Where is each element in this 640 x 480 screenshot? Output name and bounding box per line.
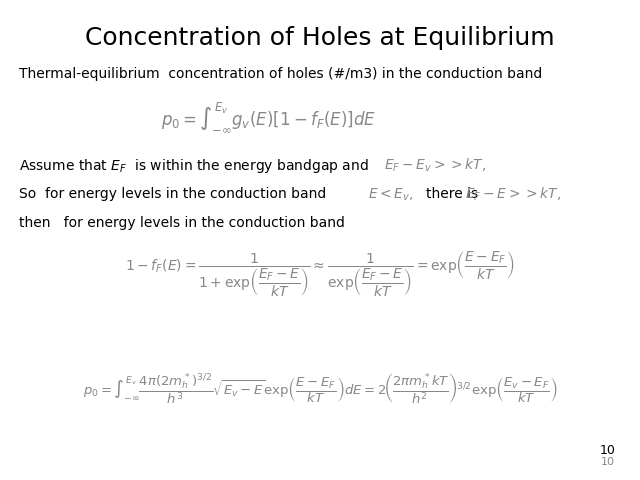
Text: $p_0 = \int_{-\infty}^{E_v} g_v(E)\left[1 - f_F(E)\right]dE$: $p_0 = \int_{-\infty}^{E_v} g_v(E)\left[… — [161, 101, 376, 134]
Text: $p_0 = \int_{-\infty}^{E_v} \dfrac{4\pi(2m_h^*)^{3/2}}{h^3}\sqrt{E_v - E}\exp\!\: $p_0 = \int_{-\infty}^{E_v} \dfrac{4\pi(… — [83, 371, 557, 407]
Text: there is: there is — [426, 187, 477, 202]
Text: $E_F - E_v >> kT,$: $E_F - E_v >> kT,$ — [384, 157, 486, 174]
Text: 10: 10 — [600, 444, 616, 457]
Text: Assume that $E_F$  is within the energy bandgap and: Assume that $E_F$ is within the energy b… — [19, 156, 369, 175]
Text: 10: 10 — [601, 457, 615, 467]
Text: then   for energy levels in the conduction band: then for energy levels in the conduction… — [19, 216, 345, 230]
Text: $E_F - E >> kT,$: $E_F - E >> kT,$ — [465, 186, 561, 203]
Text: Thermal-equilibrium  concentration of holes (#/m3) in the conduction band: Thermal-equilibrium concentration of hol… — [19, 67, 543, 82]
Text: So  for energy levels in the conduction band: So for energy levels in the conduction b… — [19, 187, 326, 202]
Text: $1 - f_F(E) = \dfrac{1}{1 + \exp\!\left(\dfrac{E_F - E}{kT}\right)} \approx \dfr: $1 - f_F(E) = \dfrac{1}{1 + \exp\!\left(… — [125, 249, 515, 298]
Text: $E < E_v,$: $E < E_v,$ — [368, 186, 413, 203]
Text: Concentration of Holes at Equilibrium: Concentration of Holes at Equilibrium — [85, 26, 555, 50]
